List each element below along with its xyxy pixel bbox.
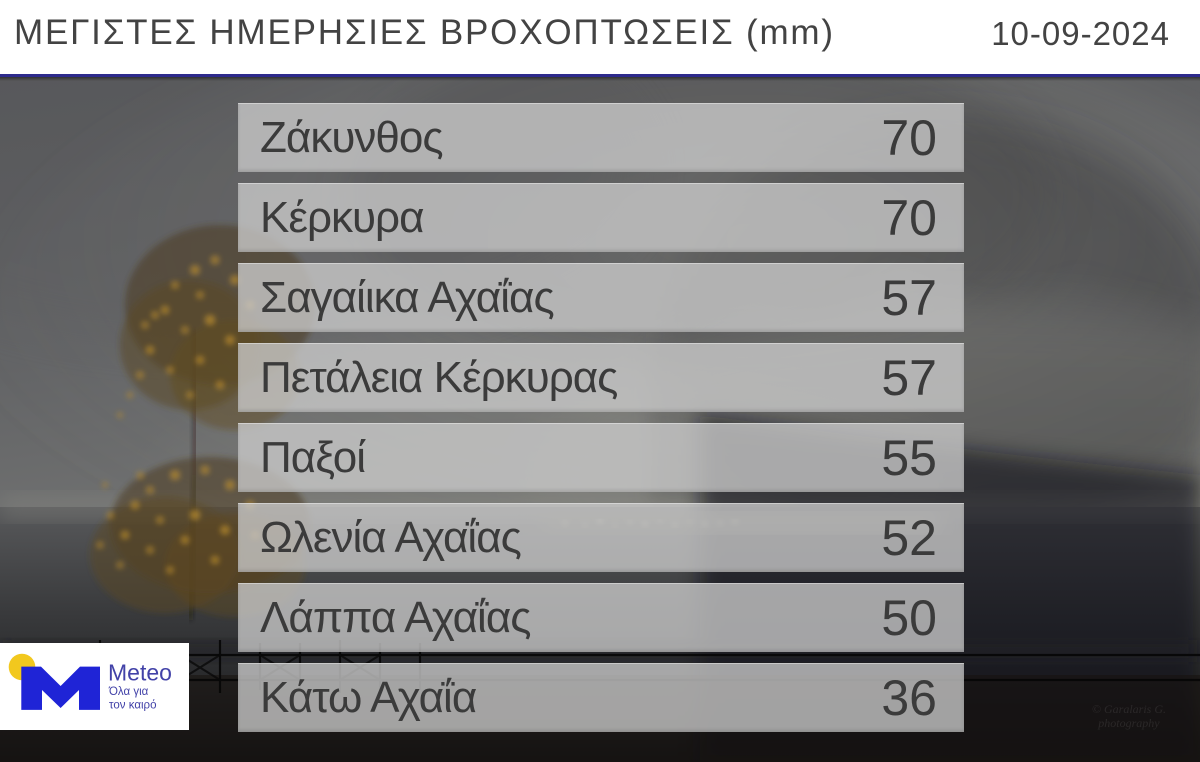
svg-text:Όλα για: Όλα για bbox=[108, 686, 149, 698]
svg-text:Meteo: Meteo bbox=[108, 660, 172, 686]
svg-text:τον καιρό: τον καιρό bbox=[109, 700, 156, 712]
